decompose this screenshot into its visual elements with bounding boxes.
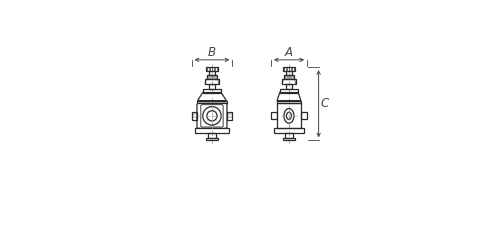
Bar <box>208 72 216 75</box>
Bar <box>276 101 301 103</box>
Bar <box>283 67 295 71</box>
Bar <box>282 80 296 84</box>
Bar <box>197 101 227 103</box>
Bar <box>286 72 292 75</box>
Bar <box>274 128 304 133</box>
Bar <box>208 133 216 138</box>
Bar <box>283 138 295 140</box>
Bar <box>202 90 221 92</box>
Bar <box>206 67 218 71</box>
Bar <box>271 112 276 119</box>
Text: A: A <box>285 46 293 59</box>
Bar <box>302 112 307 119</box>
Bar <box>208 75 216 80</box>
Text: B: B <box>208 46 216 59</box>
Bar <box>286 84 292 89</box>
Bar <box>206 138 218 140</box>
Bar <box>284 133 293 138</box>
Bar <box>276 103 301 128</box>
Text: C: C <box>320 97 329 110</box>
Bar <box>205 80 219 84</box>
Bar <box>227 112 232 120</box>
Bar <box>280 90 298 92</box>
Bar <box>284 75 294 80</box>
Bar <box>192 112 197 120</box>
Bar <box>208 84 216 89</box>
Bar <box>194 128 230 133</box>
